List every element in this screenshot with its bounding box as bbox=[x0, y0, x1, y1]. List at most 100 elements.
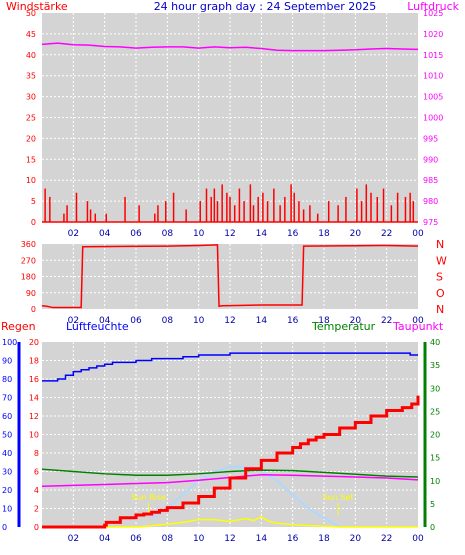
climate-panel-x-tick: 18 bbox=[318, 534, 330, 544]
direction-panel-x-tick: 02 bbox=[68, 316, 79, 326]
humidity-y-tick: 10 bbox=[2, 505, 12, 514]
humidity-y-tick: 40 bbox=[2, 449, 12, 458]
pressure-y-tick: 985 bbox=[423, 176, 438, 185]
pressure-y-tick: 1015 bbox=[423, 51, 443, 60]
solar-radiation-line bbox=[42, 515, 418, 528]
temperature-y-tick: 0 bbox=[430, 523, 435, 532]
rain-y-tick: 20 bbox=[29, 338, 39, 347]
wind-panel-x-tick: 20 bbox=[350, 229, 362, 239]
humidity-y-tick: 30 bbox=[2, 468, 12, 477]
wind-panel-x-tick: 08 bbox=[162, 229, 174, 239]
rain-y-tick: 0 bbox=[34, 523, 39, 532]
wind-y-tick: 30 bbox=[26, 93, 36, 102]
direction-y-tick: 270 bbox=[21, 256, 36, 265]
climate-panel-x-tick: 20 bbox=[350, 534, 362, 544]
wind-y-tick: 35 bbox=[26, 72, 36, 81]
direction-compass-label: O bbox=[436, 287, 445, 300]
wind-panel-x-tick: 04 bbox=[99, 229, 111, 239]
direction-compass-label: S bbox=[436, 271, 443, 284]
direction-y-tick: 180 bbox=[21, 273, 36, 282]
pressure-y-tick: 975 bbox=[423, 218, 438, 227]
wind-y-tick: 0 bbox=[31, 218, 36, 227]
temperature-y-tick: 40 bbox=[430, 338, 440, 347]
direction-panel-x-tick: 00 bbox=[412, 316, 424, 326]
sunrise-label: Sun Rise bbox=[131, 493, 166, 502]
humidity-line bbox=[42, 352, 418, 382]
rain-y-tick: 18 bbox=[29, 357, 39, 366]
humidity-axis-label: Luftfeuchte bbox=[66, 320, 129, 333]
climate-panel-x-tick: 06 bbox=[130, 534, 142, 544]
direction-y-tick: 90 bbox=[26, 289, 36, 298]
wind-direction-line bbox=[41, 244, 419, 309]
direction-panel-x-tick: 06 bbox=[130, 316, 142, 326]
wind-y-tick: 20 bbox=[26, 134, 36, 143]
climate-panel-x-tick: 02 bbox=[68, 534, 79, 544]
wind-panel-x-tick: 10 bbox=[193, 229, 205, 239]
wind-y-tick: 40 bbox=[26, 51, 36, 60]
temperature-y-tick: 15 bbox=[430, 454, 440, 463]
climate-panel-x-tick: 04 bbox=[99, 534, 111, 544]
pressure-y-tick: 1020 bbox=[423, 30, 443, 39]
direction-panel-x-tick: 04 bbox=[99, 316, 111, 326]
wind-panel-x-tick: 16 bbox=[287, 229, 299, 239]
direction-compass-label: N bbox=[436, 238, 444, 251]
wind-y-tick: 25 bbox=[26, 114, 36, 123]
climate-panel-x-tick: 22 bbox=[381, 534, 392, 544]
climate-panel-x-tick: 12 bbox=[224, 534, 235, 544]
humidity-y-tick: 80 bbox=[2, 375, 12, 384]
humidity-y-tick: 100 bbox=[2, 338, 17, 347]
direction-panel-x-tick: 16 bbox=[287, 316, 299, 326]
direction-y-tick: 360 bbox=[21, 240, 36, 249]
direction-panel-x-tick: 08 bbox=[162, 316, 174, 326]
wind-panel-x-tick: 00 bbox=[412, 229, 424, 239]
wind-axis-label: Windstärke bbox=[6, 0, 68, 13]
wind-y-tick: 5 bbox=[31, 197, 36, 206]
wind-panel-x-tick: 14 bbox=[256, 229, 268, 239]
rain-y-tick: 2 bbox=[34, 505, 39, 514]
wind-y-tick: 10 bbox=[26, 176, 36, 185]
humidity-y-tick: 60 bbox=[2, 412, 12, 421]
temperature-y-tick: 20 bbox=[430, 431, 440, 440]
wind-panel-x-tick: 12 bbox=[224, 229, 235, 239]
humidity-y-tick: 50 bbox=[2, 431, 12, 440]
humidity-y-tick: 70 bbox=[2, 394, 12, 403]
climate-panel-x-tick: 16 bbox=[287, 534, 299, 544]
climate-panel-x-tick: 00 bbox=[412, 534, 424, 544]
direction-compass-label: W bbox=[436, 254, 447, 267]
temperature-y-tick: 30 bbox=[430, 384, 440, 393]
wind-panel-x-tick: 22 bbox=[381, 229, 392, 239]
pressure-line bbox=[41, 42, 419, 52]
pressure-y-tick: 1025 bbox=[423, 9, 443, 18]
rain-y-tick: 8 bbox=[34, 449, 39, 458]
rain-y-tick: 10 bbox=[29, 431, 39, 440]
wind-panel-x-tick: 18 bbox=[318, 229, 330, 239]
rain-line bbox=[42, 395, 420, 529]
humidity-y-tick: 20 bbox=[2, 486, 12, 495]
direction-panel-x-tick: 12 bbox=[224, 316, 235, 326]
chart-title: 24 hour graph day : 24 September 2025 bbox=[154, 0, 377, 13]
pressure-y-tick: 1005 bbox=[423, 93, 443, 102]
temperature-y-tick: 25 bbox=[430, 407, 440, 416]
sunset-label: Sun Set bbox=[323, 493, 354, 502]
direction-panel-x-tick: 14 bbox=[256, 316, 268, 326]
direction-compass-label: N bbox=[436, 303, 444, 316]
wind-panel-x-tick: 06 bbox=[130, 229, 142, 239]
dewpoint-axis-label: Taupunkt bbox=[392, 320, 444, 333]
direction-panel-x-tick: 10 bbox=[193, 316, 205, 326]
rain-y-tick: 14 bbox=[29, 394, 39, 403]
climate-panel-x-tick: 08 bbox=[162, 534, 174, 544]
direction-y-tick: 0 bbox=[31, 305, 36, 314]
climate-panel-x-tick: 14 bbox=[256, 534, 268, 544]
temperature-y-tick: 5 bbox=[430, 500, 435, 509]
pressure-y-tick: 990 bbox=[423, 155, 438, 164]
temperature-y-tick: 10 bbox=[430, 477, 440, 486]
wind-y-tick: 15 bbox=[26, 155, 36, 164]
rain-axis-label: Regen bbox=[1, 320, 36, 333]
rain-y-tick: 6 bbox=[34, 468, 39, 477]
temperature-y-tick: 35 bbox=[430, 361, 440, 370]
pressure-y-tick: 995 bbox=[423, 134, 438, 143]
wind-y-tick: 45 bbox=[26, 30, 36, 39]
temperature-line bbox=[41, 468, 419, 478]
